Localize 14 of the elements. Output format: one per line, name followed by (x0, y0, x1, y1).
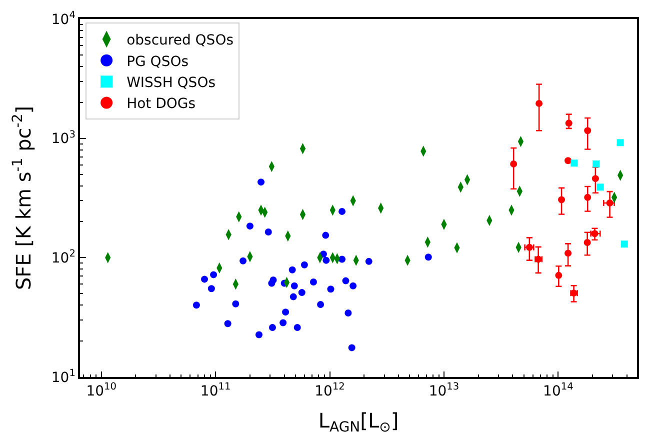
x-axis-title: L$_{AGN}$[L$_{⊙}$] (318, 408, 399, 436)
y-tick-label: 10$^{1}$ (51, 368, 76, 386)
y-tick-label: 10$^{4}$ (51, 10, 76, 28)
y-tick-label: 10$^{3}$ (51, 129, 76, 148)
x-tick-label: 10$^{13}$ (428, 382, 460, 400)
legend-label: Hot DOGs (126, 96, 196, 112)
x-tick-label: 10$^{12}$ (314, 382, 345, 400)
legend-label: WISSH QSOs (126, 75, 216, 92)
legend-label: PG QSOs (126, 54, 189, 70)
x-tick-label: 10$^{10}$ (86, 382, 117, 400)
x-tick-label: 10$^{14}$ (543, 382, 574, 400)
x-tick-label: 10$^{11}$ (200, 382, 231, 400)
y-tick-label: 10$^{2}$ (51, 248, 76, 267)
legend-label: obscured QSOs (126, 32, 234, 49)
